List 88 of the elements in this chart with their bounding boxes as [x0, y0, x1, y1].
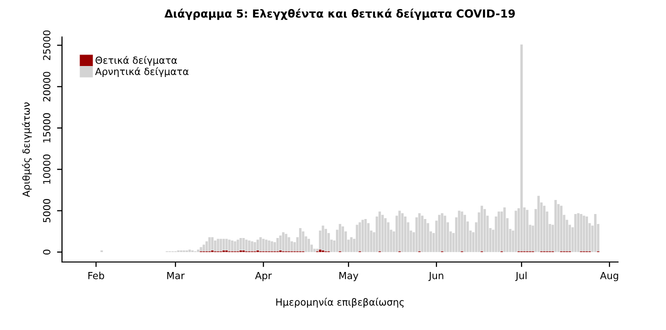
bar [228, 240, 231, 252]
bar [274, 242, 276, 252]
bar [418, 213, 421, 252]
bar [270, 241, 274, 252]
bar [398, 210, 401, 252]
bar [205, 241, 208, 252]
bar [526, 210, 528, 252]
bar [514, 210, 518, 252]
bar [327, 233, 330, 252]
bar [387, 222, 390, 252]
bar [254, 242, 256, 252]
x-tick-label: Apr [255, 272, 272, 282]
bar [214, 240, 216, 252]
bar [324, 228, 328, 252]
legend-label: Αρνητικά δείγματα [95, 67, 188, 78]
bar [358, 222, 362, 252]
x-tick-label: May [339, 272, 358, 282]
bar [480, 206, 484, 252]
x-tick-label: Aug [600, 272, 618, 282]
bar [240, 238, 242, 250]
bar [299, 228, 302, 252]
y-tick-label: 5000 [43, 198, 50, 222]
bar [554, 200, 557, 252]
bar [440, 213, 444, 252]
bar [262, 238, 265, 252]
bar [574, 214, 577, 252]
bar [367, 223, 370, 252]
bar [256, 240, 259, 250]
bar [594, 214, 597, 252]
bar [268, 240, 270, 252]
bar [384, 218, 387, 252]
x-axis-title: Ημερομηνία επιβεβαίωσης [276, 298, 404, 308]
legend-label: Θετικά δείγματα [96, 56, 177, 66]
bar [378, 212, 381, 252]
bar [220, 238, 222, 252]
bar [265, 240, 268, 252]
bar [543, 206, 546, 252]
bar [415, 217, 418, 252]
bar [350, 237, 353, 252]
bar [424, 218, 426, 252]
bar [282, 232, 284, 252]
bar [500, 212, 503, 252]
bar [426, 223, 430, 252]
bar [236, 240, 240, 252]
bar [259, 237, 262, 252]
bar [438, 214, 440, 252]
bar [222, 238, 225, 250]
y-tick-label: 15000 [43, 113, 50, 142]
bar [458, 210, 460, 252]
bar [404, 216, 406, 252]
y-tick-label: 20000 [43, 72, 50, 102]
x-tick-label: Feb [88, 272, 104, 280]
x-tick-label: Jun [428, 272, 444, 282]
bar [248, 240, 250, 252]
bar [483, 209, 486, 252]
bar [276, 238, 279, 252]
bar [560, 206, 562, 252]
bar [196, 250, 200, 252]
bar [520, 44, 523, 252]
x-tick-label: Mar [167, 272, 185, 280]
bar [537, 196, 540, 252]
bar [302, 231, 304, 252]
bar [211, 237, 214, 250]
bar [290, 241, 293, 252]
bar [580, 214, 582, 252]
bar [498, 212, 500, 252]
y-tick-label: 10000 [43, 154, 50, 184]
bar [202, 244, 206, 252]
chart-title: Διάγραμμα 5: Ελεγχθέντα και θετικά δείγματα COVID-19 [164, 8, 515, 20]
bar [586, 216, 588, 252]
bar [421, 216, 424, 252]
bar [361, 220, 364, 252]
bar [288, 237, 290, 252]
y-tick-label: 0 [43, 250, 50, 255]
bar [342, 226, 344, 252]
bar [231, 240, 234, 252]
bar [245, 240, 248, 252]
bar [284, 234, 288, 252]
bar [279, 236, 282, 250]
bar [401, 213, 404, 252]
x-tick-label: Jul [515, 272, 527, 282]
y-tick-label: 25000 [43, 30, 50, 60]
y-axis-title: Αριθμός δειγμάτων [22, 102, 32, 198]
bar [577, 213, 580, 252]
bar [188, 250, 191, 252]
bar [308, 238, 310, 252]
bar [464, 214, 466, 252]
bar [557, 204, 560, 252]
